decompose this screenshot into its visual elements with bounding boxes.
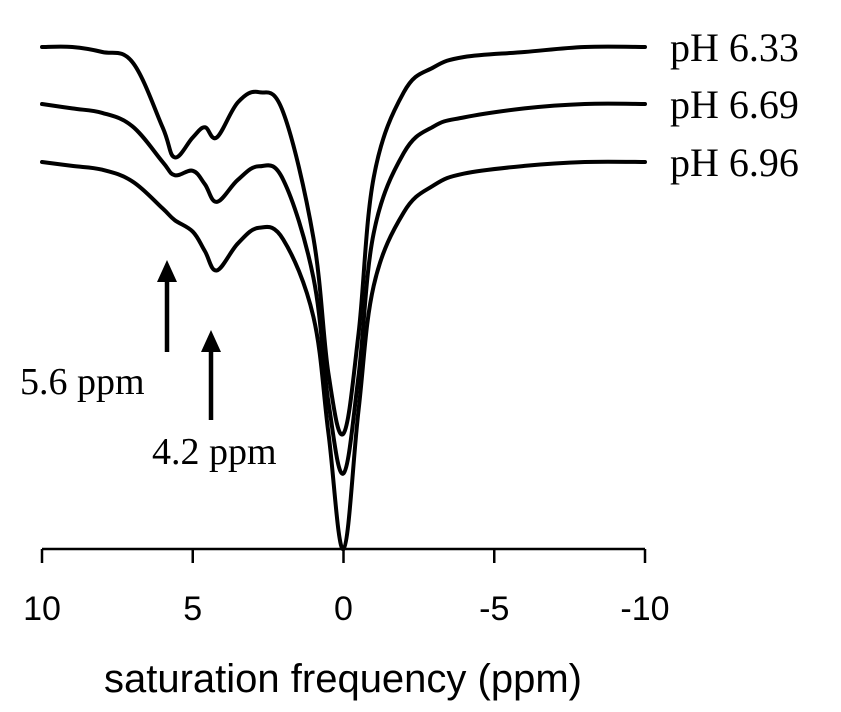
series-label-2: pH 6.69 [670, 82, 799, 127]
plot-area [40, 44, 647, 552]
x-tick-label: 10 [23, 590, 61, 628]
series-line-3 [40, 159, 647, 552]
arrow-up-icon [201, 330, 221, 352]
series-line-2 [40, 101, 647, 476]
x-tick-label: 0 [334, 590, 353, 628]
series-labels: pH 6.33 pH 6.69 pH 6.96 [670, 25, 799, 185]
x-tick-label: 5 [183, 590, 202, 628]
x-axis-title: saturation frequency (ppm) [104, 657, 582, 701]
arrow-up-icon [157, 260, 177, 282]
x-tick-label: -5 [479, 590, 509, 628]
annotation-label: 4.2 ppm [152, 431, 277, 473]
series-line-1 [40, 44, 647, 437]
x-axis-ticks: 10 5 0 -5 -10 [23, 549, 670, 628]
x-tick-label: -10 [620, 590, 669, 628]
series-label-3: pH 6.96 [670, 140, 799, 185]
annotation-5-6-ppm: 5.6 ppm [20, 260, 177, 403]
annotation-4-2-ppm: 4.2 ppm [152, 330, 277, 473]
annotation-label: 5.6 ppm [20, 361, 145, 403]
series-label-1: pH 6.33 [670, 25, 799, 70]
